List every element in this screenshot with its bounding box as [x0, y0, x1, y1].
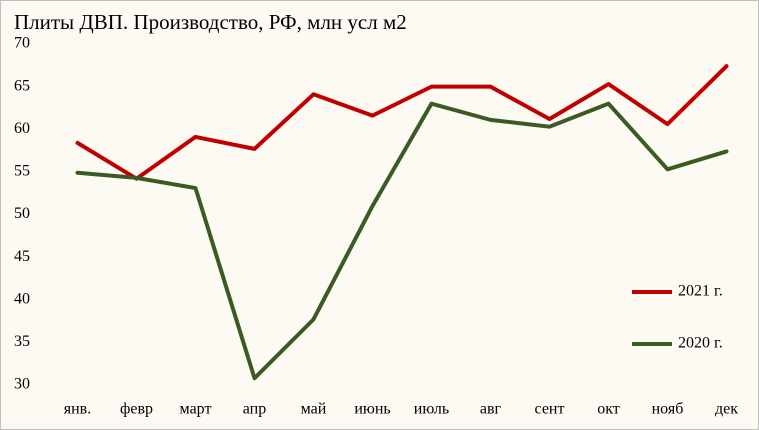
chart-title: Плиты ДВП. Производство, РФ, млн усл м2	[14, 10, 407, 34]
x-tick-label: март	[180, 401, 212, 418]
x-tick-label: февр	[120, 401, 153, 418]
x-tick-label: май	[301, 401, 327, 418]
x-tick-label: окт	[597, 401, 620, 418]
y-tick-label: 35	[14, 333, 30, 350]
x-tick-label: апр	[243, 401, 266, 418]
y-tick-label: 60	[14, 120, 30, 137]
y-tick-label: 50	[14, 205, 30, 222]
y-tick-label: 45	[14, 248, 30, 265]
y-tick-label: 65	[14, 77, 30, 94]
y-tick-label: 30	[14, 376, 30, 393]
x-tick-label: авг	[480, 401, 502, 418]
legend-label: 2021 г.	[678, 283, 723, 300]
x-tick-label: нояб	[652, 401, 684, 418]
x-tick-label: сент	[535, 401, 565, 418]
legend-label: 2020 г.	[678, 335, 723, 352]
data-line	[75, 64, 729, 181]
y-tick-label: 70	[14, 35, 30, 52]
x-tick-label: янв.	[64, 401, 91, 418]
y-tick-label: 55	[14, 163, 30, 180]
x-tick-label: июль	[414, 401, 449, 418]
x-tick-label: июнь	[354, 401, 390, 418]
y-tick-label: 40	[14, 290, 30, 307]
x-tick-label: дек	[715, 401, 738, 418]
data-line	[75, 101, 729, 381]
